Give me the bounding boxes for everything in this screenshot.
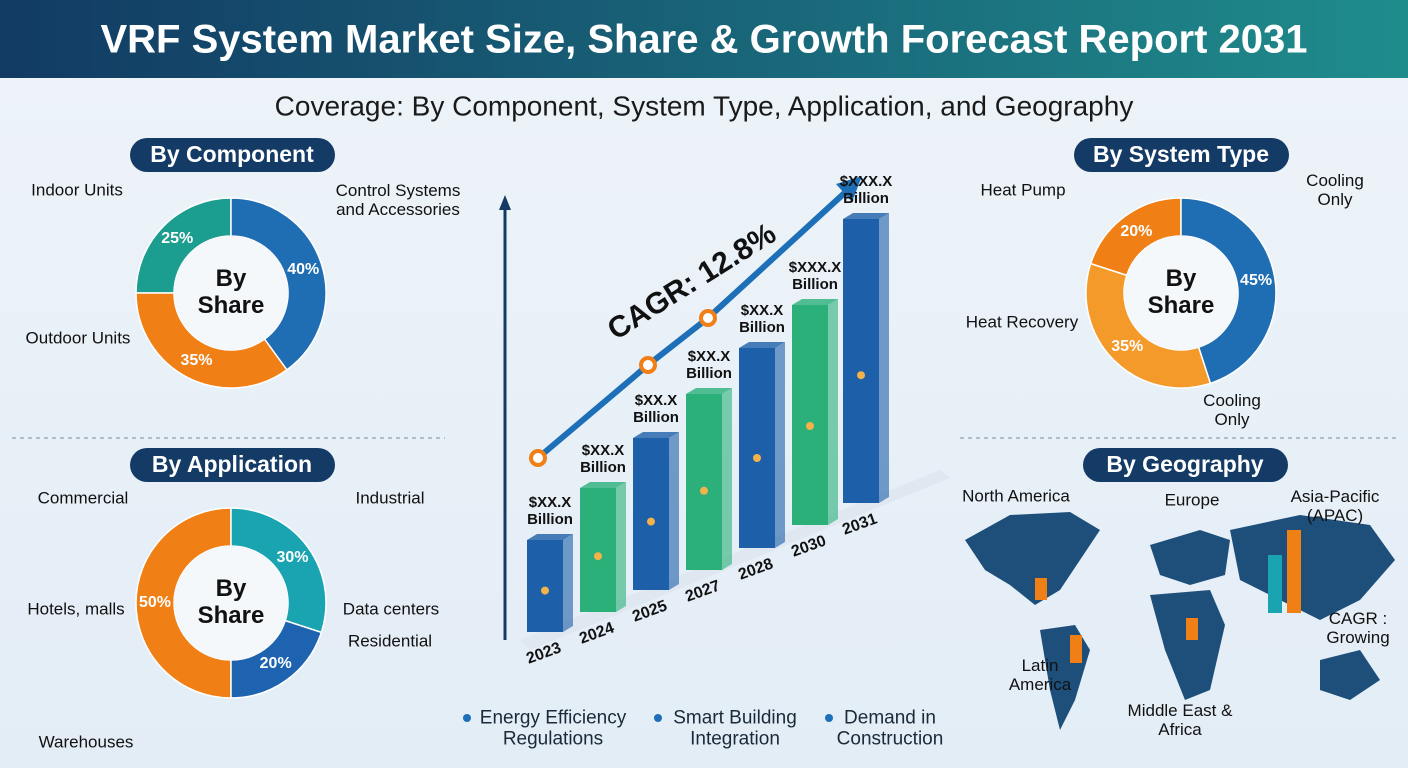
category-label: Commercial (37, 488, 129, 508)
bar (686, 394, 722, 570)
bar-light (753, 454, 761, 462)
bar-side (616, 482, 626, 612)
bar-top (580, 482, 626, 488)
center-label: By Share (197, 575, 265, 629)
bar-top (633, 432, 679, 438)
bar-light (647, 517, 655, 526)
category-label: Industrial (355, 488, 425, 508)
annotation: Warehouses (38, 732, 134, 752)
bar-light (857, 371, 865, 380)
bar-top (739, 342, 785, 348)
bar-side (669, 432, 679, 590)
value-label: 20% (1120, 222, 1153, 240)
value-label: 35% (180, 351, 213, 369)
annotation: Data centers (342, 599, 440, 619)
donut-center (174, 236, 288, 350)
trend-point (699, 309, 717, 327)
value-label: 40% (287, 260, 320, 278)
donut-center (1124, 236, 1238, 350)
section-title: By System Type (1093, 141, 1269, 168)
trend-arrowhead (836, 176, 862, 202)
subtitle: Coverage: By Component, System Type, App… (274, 90, 1134, 122)
category-label: Control Systems and Accessories (335, 180, 461, 219)
value-label: 35% (1111, 337, 1144, 355)
section-title: By Geography (1106, 451, 1264, 478)
axis-arrow (499, 195, 511, 210)
header-band (0, 0, 1408, 78)
bar-top (792, 299, 838, 305)
bar-light (594, 552, 602, 561)
bar-top (686, 388, 732, 394)
floor (520, 470, 950, 650)
region-label: Europe (1164, 490, 1220, 510)
value-label: $XX.X Billion (739, 302, 785, 336)
annotation: Hotels, malls (27, 599, 125, 619)
annotation: CAGR : Growing (1326, 608, 1390, 647)
pill (1074, 138, 1289, 172)
trend-arrow (536, 185, 853, 461)
map-bars (1035, 530, 1301, 663)
bar (527, 540, 563, 632)
bullets (463, 714, 833, 722)
value-label: $XX.X Billion (527, 494, 573, 528)
value-label: 45% (1240, 272, 1273, 290)
title: VRF System Market Size, Share & Growth F… (100, 17, 1308, 62)
category-label: Cooling Only (1306, 170, 1364, 209)
section-title: By Component (150, 141, 314, 168)
driver: Demand in Construction (836, 707, 944, 750)
bar-top (527, 534, 573, 540)
pill (130, 448, 335, 482)
value-label: 25% (161, 230, 194, 248)
value-label: $XXX.X Billion (788, 259, 842, 293)
region-label: Middle East & Africa (1127, 700, 1233, 739)
bar-top (843, 213, 889, 219)
category-label: Residential (347, 631, 433, 651)
value-label: $XX.X Billion (633, 392, 679, 426)
bar (739, 348, 775, 548)
bar-side (722, 388, 732, 570)
trend-point (639, 356, 657, 374)
value-label: 50% (138, 594, 172, 612)
bar-side (879, 213, 889, 503)
center-label: By Share (197, 265, 265, 319)
bar-side (828, 299, 838, 525)
center-label: By Share (1147, 265, 1215, 319)
region-label: North America (962, 486, 1070, 506)
value-label: $XX.X Billion (686, 348, 732, 382)
bar-light (806, 422, 814, 430)
category-label: Indoor Units (31, 180, 123, 200)
region-label: Latin America (1008, 655, 1072, 694)
value-label: 30% (276, 549, 309, 567)
value-label: $XXX.X Billion (839, 173, 893, 207)
bar-light (700, 486, 708, 495)
region-label: Asia-Pacific (APAC) (1290, 486, 1380, 525)
bar (580, 488, 616, 612)
bar (792, 305, 828, 525)
bar-side (563, 534, 573, 632)
category-label: Outdoor Units (25, 328, 131, 348)
section-title: By Application (151, 451, 313, 478)
pill (130, 138, 335, 172)
trend-point (529, 449, 547, 467)
donut-center (174, 546, 288, 660)
pill (1083, 448, 1288, 482)
driver: Energy Efficiency Regulations (479, 707, 627, 750)
value-label: 20% (259, 655, 292, 673)
category-label: Heat Pump (980, 180, 1066, 200)
bar (633, 438, 669, 590)
value-label: $XX.X Billion (580, 442, 626, 476)
bar-side (775, 342, 785, 548)
bar (843, 219, 879, 503)
annotation: Cooling Only (1203, 390, 1261, 429)
bar-light (541, 586, 549, 595)
category-label: Heat Recovery (965, 312, 1079, 332)
driver: Smart Building Integration (673, 707, 797, 750)
